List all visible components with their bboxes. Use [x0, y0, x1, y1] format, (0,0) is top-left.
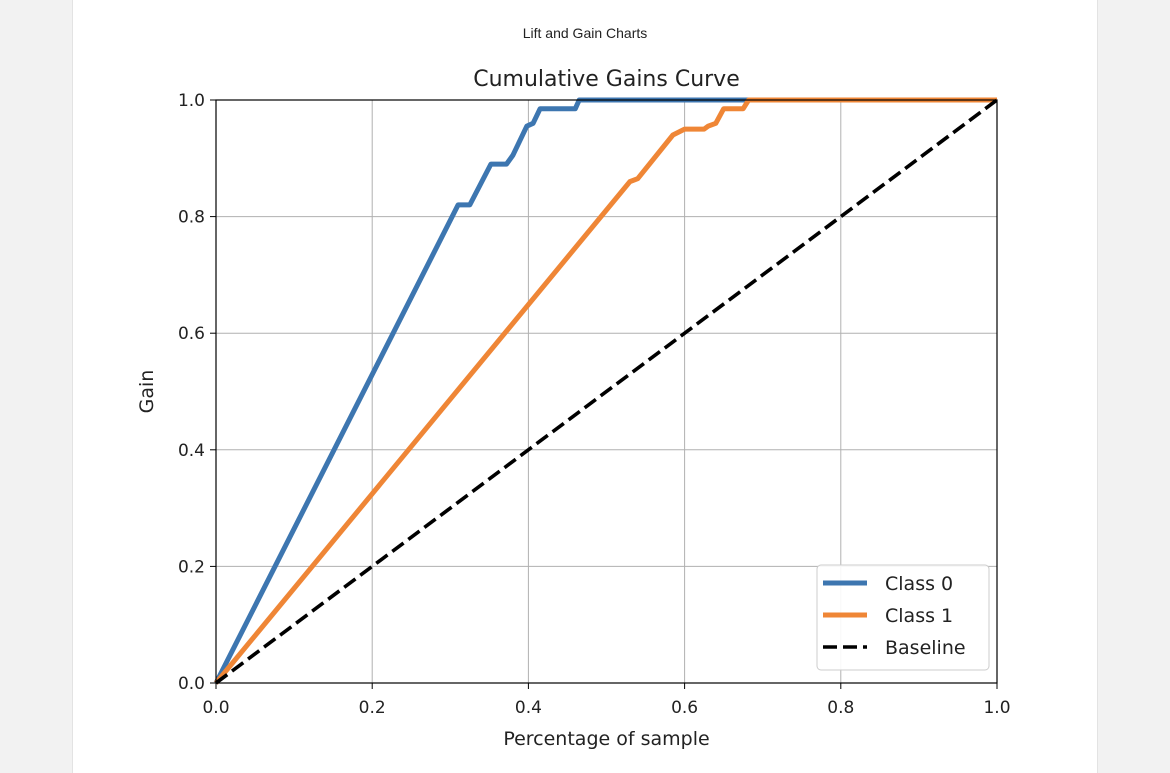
y-axis-label: Gain — [136, 370, 158, 414]
x-tick-label: 0.4 — [515, 698, 542, 718]
x-tick-label: 0.8 — [827, 698, 854, 718]
page-heading: Lift and Gain Charts — [522, 25, 648, 41]
legend-box — [816, 564, 990, 671]
y-tick-label: 0.0 — [178, 674, 205, 694]
plot-frame — [215, 99, 998, 684]
legend: Class 0 Class 1 Baseline — [816, 564, 990, 671]
x-tick-label: 0.6 — [671, 698, 698, 718]
y-tick-label: 0.6 — [178, 324, 205, 344]
y-tick-label: 1.0 — [178, 91, 205, 111]
legend-label: Class 1 — [885, 605, 953, 627]
x-tick-label: 0.2 — [359, 698, 386, 718]
ticks: 0.0 0.2 0.4 0.6 0.8 1.0 0.0 0.2 0.4 0.6 0.8 1.0 — [178, 91, 1011, 718]
x-tick-label: 1.0 — [983, 698, 1010, 718]
x-tick-label: 0.0 — [202, 698, 229, 718]
series-line-class-1 — [214, 97, 997, 685]
y-tick-label: 0.8 — [178, 208, 205, 228]
chart-title: Cumulative Gains Curve — [473, 67, 740, 92]
legend-label: Class 0 — [885, 573, 953, 595]
y-tick-label: 0.4 — [178, 441, 205, 461]
series-line-baseline — [214, 98, 999, 685]
legend-label: Baseline — [885, 637, 966, 659]
y-tick-label: 0.2 — [178, 557, 205, 577]
x-axis-label: Percentage of sample — [503, 728, 709, 750]
